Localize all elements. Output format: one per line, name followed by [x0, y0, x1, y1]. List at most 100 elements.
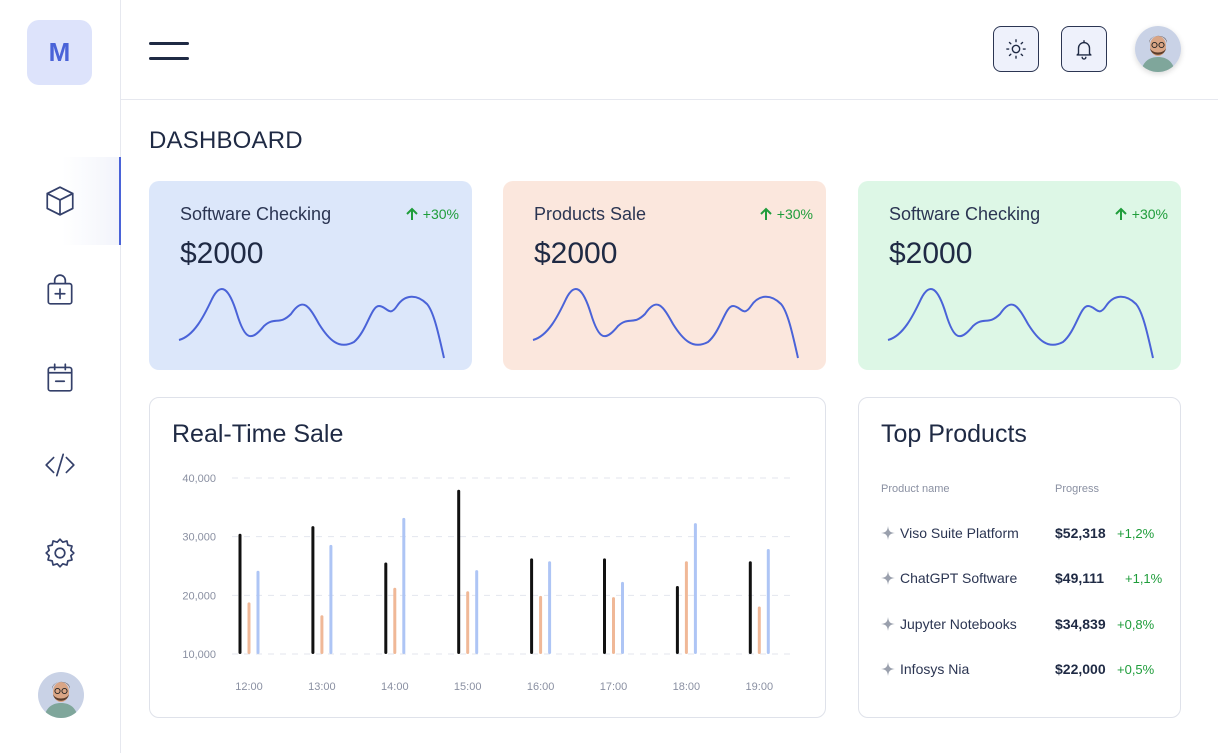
- profile-avatar[interactable]: [1135, 26, 1181, 72]
- chart-bar[interactable]: [256, 570, 260, 654]
- nav-active-highlight: [62, 157, 121, 245]
- top-products-panel: Top Products Product name Progress Viso …: [858, 397, 1181, 718]
- chart-bar[interactable]: [539, 595, 543, 654]
- chart-bar[interactable]: [603, 558, 606, 654]
- box-icon: [46, 186, 74, 216]
- shopping-bag-plus-icon: [47, 274, 73, 305]
- y-tick-label: 30,000: [182, 532, 216, 544]
- realtime-sale-panel: Real-Time Sale 40,000 30,000 20,000 10,000 1…: [149, 397, 826, 718]
- arrow-up-icon: [406, 207, 418, 220]
- product-price: $34,839: [1055, 616, 1106, 632]
- stat-card-value: $2000: [889, 237, 973, 270]
- product-price: $52,318: [1055, 525, 1106, 541]
- arrow-up-icon: [760, 207, 772, 220]
- menu-toggle-button[interactable]: [149, 42, 189, 60]
- sparkle-icon: [881, 662, 895, 676]
- sidebar-item-calendar[interactable]: [30, 347, 90, 407]
- sidebar-item-code[interactable]: [30, 435, 90, 495]
- settings-icon: [45, 538, 75, 568]
- product-name: ChatGPT Software: [900, 570, 1018, 586]
- code-icon: [45, 453, 75, 477]
- x-tick-label: 18:00: [673, 681, 701, 693]
- stat-card-value: $2000: [534, 237, 618, 270]
- sparkline: [178, 287, 445, 359]
- page-title: DASHBOARD: [149, 127, 303, 154]
- x-tick-label: 16:00: [527, 681, 555, 693]
- arrow-up-icon: [1115, 207, 1127, 220]
- bell-icon: [1076, 40, 1092, 60]
- chart-bar[interactable]: [612, 597, 615, 654]
- product-change: +0,8%: [1117, 616, 1155, 632]
- stat-card-delta: +30%: [759, 206, 813, 222]
- chart-bar[interactable]: [475, 570, 479, 654]
- sun-icon: [1006, 39, 1026, 59]
- chart-bar[interactable]: [748, 561, 752, 654]
- chart-bar[interactable]: [384, 562, 388, 654]
- chart-bar[interactable]: [621, 581, 624, 654]
- sidebar-item-settings[interactable]: [30, 523, 90, 583]
- y-tick-label: 10,000: [182, 649, 216, 661]
- product-name: Jupyter Notebooks: [900, 616, 1017, 632]
- stat-card[interactable]: Software Checking +30% $2000: [858, 181, 1181, 370]
- product-row[interactable]: Jupyter Notebooks $34,839 +0,8%: [881, 612, 1161, 636]
- column-header-product-name: Product name: [881, 483, 950, 495]
- sidebar: M: [0, 0, 121, 753]
- sidebar-item-shop[interactable]: [30, 260, 90, 320]
- calendar-minus-icon: [47, 363, 73, 392]
- product-row[interactable]: ChatGPT Software $49,111 +1,1%: [881, 566, 1163, 590]
- chart-bar[interactable]: [684, 561, 688, 654]
- stat-card-delta: +30%: [1114, 206, 1168, 222]
- avatar-portrait: [38, 672, 84, 718]
- chart-bar[interactable]: [329, 544, 333, 654]
- user-avatar[interactable]: [38, 672, 84, 718]
- product-price: $49,111: [1055, 570, 1105, 586]
- chart-bar[interactable]: [766, 548, 770, 654]
- x-tick-label: 14:00: [381, 681, 409, 693]
- chart-bar[interactable]: [466, 591, 470, 654]
- y-tick-label: 40,000: [182, 473, 216, 485]
- product-price: $22,000: [1055, 661, 1106, 677]
- stat-card-delta-value: +30%: [422, 206, 459, 222]
- hamburger-line: [149, 57, 189, 60]
- stat-card-delta: +30%: [405, 206, 459, 222]
- stat-card-delta-value: +30%: [1131, 206, 1168, 222]
- sparkline: [887, 287, 1154, 359]
- chart-bar[interactable]: [311, 526, 315, 654]
- chart-bar[interactable]: [393, 587, 397, 654]
- hamburger-line: [149, 42, 189, 45]
- nav-active-indicator: [119, 157, 121, 245]
- product-row[interactable]: Infosys Nia $22,000 +0,5%: [881, 657, 1161, 681]
- notifications-button[interactable]: [1061, 26, 1107, 72]
- stat-card-delta-value: +30%: [776, 206, 813, 222]
- stat-card[interactable]: Products Sale +30% $2000: [503, 181, 826, 370]
- chart-bar[interactable]: [548, 561, 552, 654]
- avatar-portrait: [1135, 26, 1181, 72]
- chart-bar[interactable]: [320, 615, 324, 654]
- x-tick-label: 13:00: [308, 681, 336, 693]
- chart-bar[interactable]: [693, 523, 697, 654]
- product-change: +0,5%: [1117, 661, 1155, 677]
- stat-card[interactable]: Software Checking +30% $2000: [149, 181, 472, 370]
- column-header-progress: Progress: [1055, 483, 1100, 495]
- sidebar-item-products[interactable]: [30, 171, 90, 231]
- stat-card-label: Products Sale: [534, 204, 647, 224]
- x-tick-label: 19:00: [746, 681, 774, 693]
- x-tick-label: 12:00: [235, 681, 263, 693]
- chart-bar[interactable]: [757, 606, 761, 654]
- theme-toggle-button[interactable]: [993, 26, 1039, 72]
- stat-card-label: Software Checking: [180, 204, 332, 224]
- chart-bar[interactable]: [247, 602, 251, 654]
- product-row[interactable]: Viso Suite Platform $52,318 +1,2%: [881, 521, 1161, 545]
- chart-bar[interactable]: [238, 533, 242, 654]
- chart-bar[interactable]: [675, 585, 679, 654]
- chart-bar[interactable]: [402, 517, 406, 654]
- sparkle-icon: [881, 526, 895, 540]
- chart-bar[interactable]: [457, 489, 461, 654]
- y-tick-label: 20,000: [182, 590, 216, 602]
- chart-bar[interactable]: [530, 558, 534, 654]
- product-change: +1,1%: [1125, 570, 1163, 586]
- app-logo[interactable]: M: [27, 20, 92, 85]
- stat-card-value: $2000: [180, 237, 264, 270]
- sparkle-icon: [881, 617, 895, 631]
- stat-card-label: Software Checking: [889, 204, 1041, 224]
